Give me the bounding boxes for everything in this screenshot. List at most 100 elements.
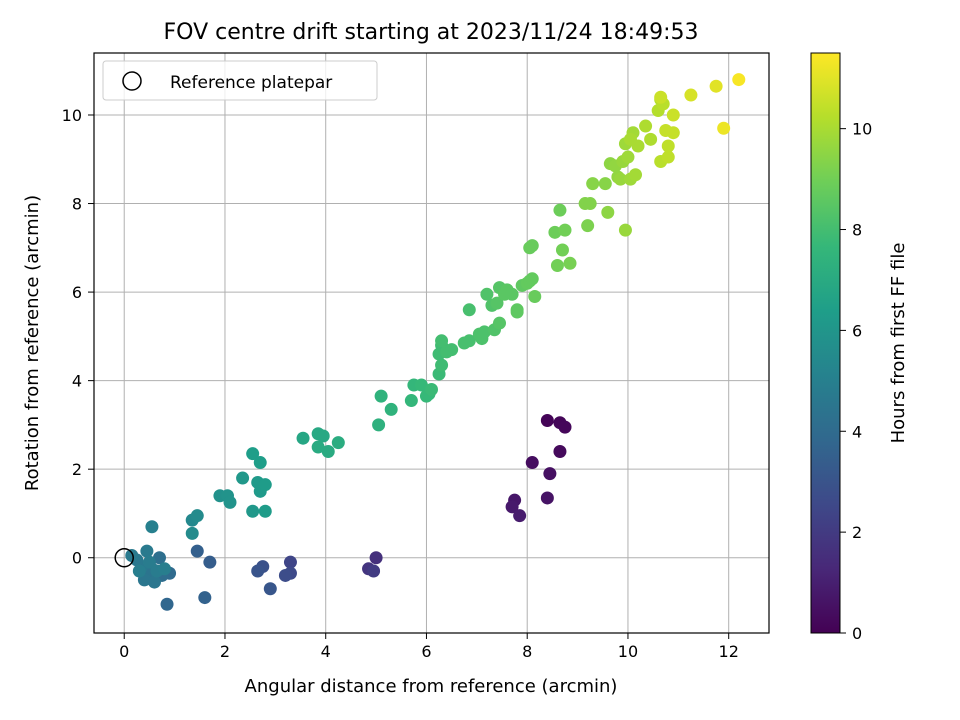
data-point bbox=[684, 88, 698, 102]
x-tick-label: 2 bbox=[220, 642, 230, 661]
data-point bbox=[613, 172, 627, 186]
data-point bbox=[203, 555, 217, 569]
colorbar-tick-label: 6 bbox=[852, 321, 862, 340]
data-point bbox=[152, 551, 166, 565]
data-point bbox=[732, 73, 746, 87]
data-point bbox=[493, 316, 507, 330]
data-points bbox=[125, 73, 746, 611]
data-point bbox=[236, 471, 250, 485]
data-point bbox=[505, 500, 519, 514]
data-point bbox=[384, 402, 398, 416]
data-point bbox=[621, 150, 635, 164]
data-point bbox=[558, 420, 572, 434]
data-point bbox=[445, 343, 459, 357]
colorbar-tick-label: 2 bbox=[852, 523, 862, 542]
data-point bbox=[435, 358, 449, 372]
data-point bbox=[372, 418, 386, 432]
y-tick-label: 0 bbox=[72, 549, 82, 568]
x-tick-label: 12 bbox=[719, 642, 739, 661]
data-point bbox=[583, 197, 597, 211]
legend: Reference platepar bbox=[102, 60, 378, 101]
data-point bbox=[140, 544, 154, 558]
data-point bbox=[558, 223, 572, 237]
colorbar-label: Hours from first FF file bbox=[888, 243, 909, 444]
chart-title: FOV centre drift starting at 2023/11/24 … bbox=[164, 20, 699, 45]
x-axis-ticks: 0 2 4 6 8 10 12 bbox=[119, 633, 739, 661]
data-point bbox=[717, 121, 731, 135]
data-point bbox=[598, 177, 612, 191]
y-tick-label: 4 bbox=[72, 372, 82, 391]
data-point bbox=[525, 272, 539, 286]
data-point bbox=[311, 440, 325, 454]
data-point bbox=[528, 290, 542, 304]
data-point bbox=[253, 456, 267, 470]
x-axis-label: Angular distance from reference (arcmin) bbox=[245, 676, 618, 697]
data-point bbox=[623, 132, 637, 146]
x-tick-label: 8 bbox=[522, 642, 532, 661]
data-point bbox=[462, 334, 476, 348]
data-point bbox=[563, 256, 577, 270]
y-tick-label: 8 bbox=[72, 195, 82, 214]
y-tick-label: 6 bbox=[72, 283, 82, 302]
data-point bbox=[548, 225, 562, 239]
data-point bbox=[490, 296, 504, 310]
legend-marker-icon bbox=[122, 71, 142, 91]
data-point bbox=[331, 436, 345, 450]
data-point bbox=[666, 108, 680, 122]
data-point bbox=[321, 444, 335, 458]
data-point bbox=[258, 504, 272, 518]
y-tick-label: 10 bbox=[62, 106, 82, 125]
colorbar bbox=[810, 52, 841, 634]
data-point bbox=[644, 132, 658, 146]
data-point bbox=[251, 564, 265, 578]
data-point bbox=[666, 126, 680, 140]
data-point bbox=[425, 382, 438, 396]
data-point bbox=[525, 456, 539, 470]
y-tick-label: 2 bbox=[72, 460, 82, 479]
data-point bbox=[316, 429, 330, 443]
data-point bbox=[435, 334, 449, 348]
legend-box bbox=[102, 60, 378, 101]
y-axis-label: Rotation from reference (arcmin) bbox=[22, 195, 43, 491]
data-point bbox=[480, 287, 494, 301]
data-point bbox=[601, 205, 615, 219]
data-point bbox=[661, 150, 675, 164]
data-point bbox=[513, 509, 527, 523]
data-point bbox=[553, 203, 567, 217]
data-point bbox=[367, 564, 381, 578]
data-point bbox=[550, 259, 564, 273]
colorbar-tick-label: 10 bbox=[852, 120, 872, 139]
data-point bbox=[190, 509, 204, 523]
data-point bbox=[147, 575, 161, 589]
data-point bbox=[404, 394, 418, 408]
data-point bbox=[258, 478, 272, 492]
data-point bbox=[525, 239, 539, 253]
data-point bbox=[553, 444, 567, 458]
data-point bbox=[142, 555, 156, 569]
colorbar-tick-label: 0 bbox=[852, 624, 862, 643]
y-axis-ticks: 0 2 4 6 8 10 bbox=[62, 106, 94, 568]
legend-entry-reference: Reference platepar bbox=[170, 73, 332, 93]
data-point bbox=[661, 139, 675, 153]
data-point bbox=[263, 582, 277, 596]
data-point bbox=[223, 495, 237, 509]
reference-point-marker bbox=[114, 547, 134, 568]
data-point bbox=[160, 597, 174, 611]
x-tick-label: 4 bbox=[321, 642, 331, 661]
data-point bbox=[540, 413, 554, 427]
colorbar-tick-label: 8 bbox=[852, 221, 862, 240]
data-point bbox=[510, 305, 524, 319]
data-point bbox=[654, 90, 668, 104]
data-point bbox=[586, 177, 600, 191]
data-point bbox=[158, 562, 172, 576]
data-point bbox=[246, 504, 260, 518]
data-point bbox=[618, 223, 632, 237]
data-point bbox=[190, 544, 204, 558]
data-point bbox=[505, 287, 519, 301]
data-point bbox=[278, 568, 292, 582]
data-point bbox=[296, 431, 310, 445]
data-point bbox=[477, 325, 491, 339]
data-point bbox=[185, 526, 199, 540]
x-tick-label: 6 bbox=[421, 642, 431, 661]
